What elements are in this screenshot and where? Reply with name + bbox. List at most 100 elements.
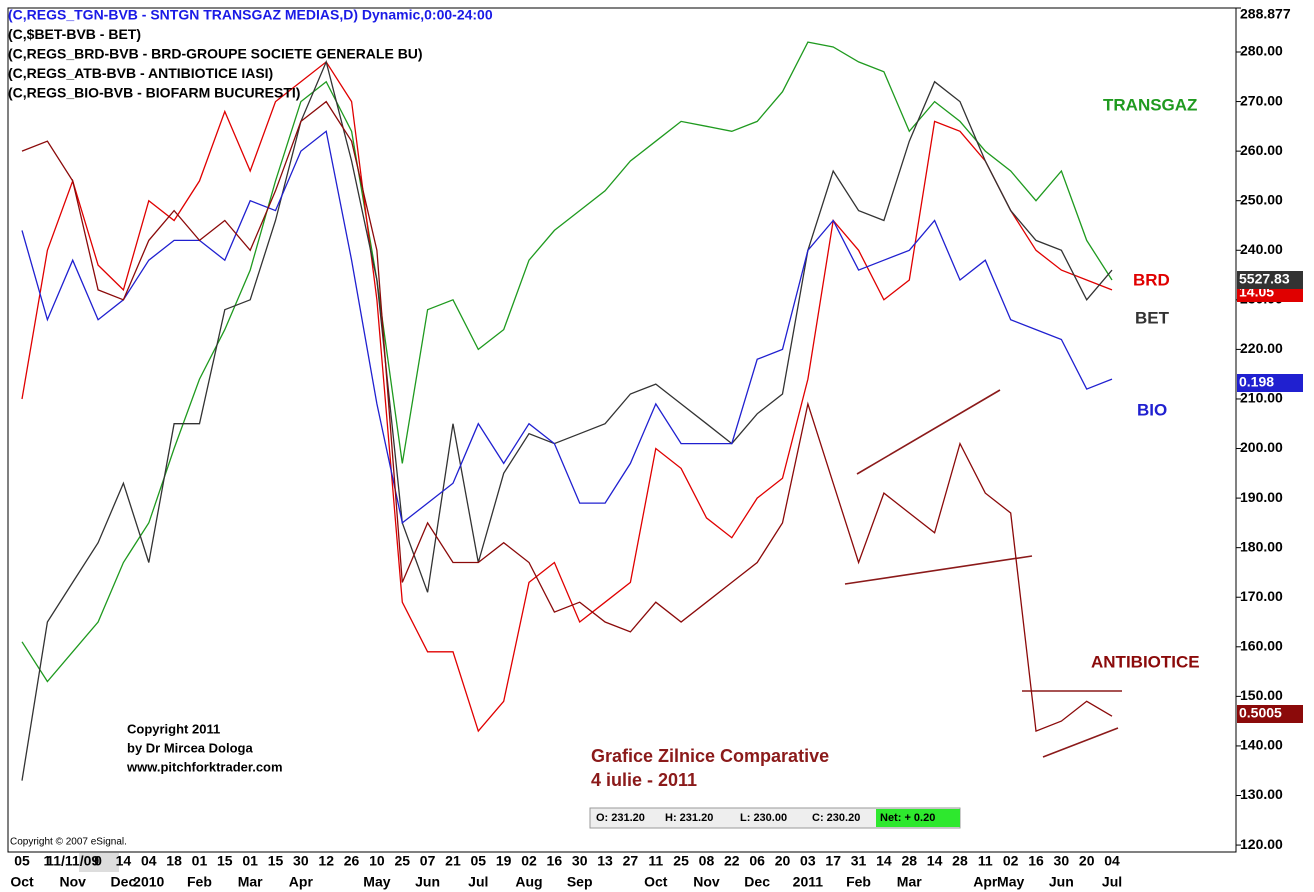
x-tick-label: 15 bbox=[217, 853, 233, 869]
y-tick-label: 288.877 bbox=[1240, 6, 1291, 22]
x-month-label: Apr bbox=[289, 874, 314, 890]
x-tick-label: 18 bbox=[166, 853, 182, 869]
x-tick-label: 30 bbox=[572, 853, 588, 869]
net-box bbox=[876, 809, 960, 827]
x-tick-label: 08 bbox=[699, 853, 715, 869]
x-tick-label: 02 bbox=[1003, 853, 1019, 869]
x-month-label: Oct bbox=[644, 874, 668, 890]
last-value-box bbox=[1237, 271, 1303, 289]
last-value-label: 0.5005 bbox=[1239, 705, 1282, 721]
legend-line: (C,REGS_ATB-BVB - ANTIBIOTICE IASI) bbox=[8, 65, 273, 81]
series-line bbox=[21, 60, 1113, 733]
series-label: BIO bbox=[1137, 400, 1167, 419]
x-tick-label: 04 bbox=[1104, 853, 1120, 869]
y-tick-label: 200.00 bbox=[1240, 439, 1283, 455]
last-value-label: 5527.83 bbox=[1239, 271, 1290, 287]
x-tick-label: 14 bbox=[116, 853, 132, 869]
quote-text: O: 231.20 bbox=[596, 812, 645, 824]
y-tick-label: 170.00 bbox=[1240, 588, 1283, 604]
chart-title: Grafice Zilnice Comparative bbox=[591, 746, 829, 766]
quote-text: C: 230.20 bbox=[812, 812, 860, 824]
x-tick-label: 06 bbox=[749, 853, 765, 869]
plot-frame bbox=[7, 7, 1237, 853]
trendlines bbox=[844, 389, 1122, 758]
y-tick-label: 260.00 bbox=[1240, 142, 1283, 158]
x-tick-label: 01 bbox=[192, 853, 208, 869]
legend-line: (C,REGS_BRD-BVB - BRD-GROUPE SOCIETE GEN… bbox=[8, 46, 423, 62]
x-month-label: 2011 bbox=[793, 874, 824, 890]
y-tick-label: 150.00 bbox=[1240, 687, 1283, 703]
x-tick-label: 03 bbox=[800, 853, 816, 869]
x-month-label: 2010 bbox=[133, 874, 164, 890]
x-month-label: Feb bbox=[187, 874, 212, 890]
x-month-label: Jun bbox=[415, 874, 440, 890]
series-label: TRANSGAZ bbox=[1103, 95, 1197, 114]
x-tick-label: 28 bbox=[952, 853, 968, 869]
series-label: ANTIBIOTICE bbox=[1091, 652, 1200, 671]
quote-text: H: 231.20 bbox=[665, 812, 713, 824]
legend-line: (C,REGS_BIO-BVB - BIOFARM BUCURESTI) bbox=[8, 85, 300, 101]
y-tick-label: 160.00 bbox=[1240, 637, 1283, 653]
quote-text: Net: + 0.20 bbox=[880, 812, 935, 824]
x-tick-label: 04 bbox=[141, 853, 157, 869]
x-month-label: May bbox=[997, 874, 1024, 890]
x-tick-label: 30 bbox=[293, 853, 309, 869]
x-tick-label: 11 bbox=[648, 853, 663, 869]
x-tick-label: 25 bbox=[673, 853, 689, 869]
x-tick-label: 02 bbox=[521, 853, 537, 869]
x-tick-label: 10 bbox=[369, 853, 385, 869]
x-month-label: Nov bbox=[59, 874, 86, 890]
x-tick-label: 26 bbox=[344, 853, 360, 869]
x-tick-label: 21 bbox=[445, 853, 461, 869]
x-tick-label: 16 bbox=[1028, 853, 1044, 869]
x-tick-label: 13 bbox=[597, 853, 613, 869]
series-line bbox=[21, 100, 1113, 733]
x-month-label: Dec bbox=[744, 874, 770, 890]
x-month-label: Oct bbox=[10, 874, 34, 890]
x-month-label: Mar bbox=[238, 874, 263, 890]
x-tick-label: 11 bbox=[978, 853, 993, 869]
x-month-label: Mar bbox=[897, 874, 922, 890]
y-tick-label: 210.00 bbox=[1240, 390, 1283, 406]
x-tick-label: 1 bbox=[43, 853, 51, 869]
x-month-label: Jul bbox=[1102, 874, 1122, 890]
x-month-label: Jun bbox=[1049, 874, 1074, 890]
x-tick-label: 17 bbox=[825, 853, 841, 869]
x-tick-label: 05 bbox=[14, 853, 30, 869]
copyright-text: www.pitchforktrader.com bbox=[126, 759, 283, 774]
x-month-label: Dec bbox=[111, 874, 137, 890]
x-month-label: May bbox=[363, 874, 390, 890]
chart-title: 4 iulie - 2011 bbox=[591, 770, 697, 790]
legend-line: (C,$BET-BVB - BET) bbox=[8, 26, 141, 42]
last-value-label: 0.198 bbox=[1239, 374, 1274, 390]
x-month-label: Sep bbox=[567, 874, 593, 890]
last-value-box bbox=[1237, 705, 1303, 723]
x-tick-label: 05 bbox=[471, 853, 487, 869]
source-text: Copyright © 2007 eSignal. bbox=[10, 837, 127, 848]
series-line bbox=[21, 59, 1113, 781]
x-tick-label: 22 bbox=[724, 853, 740, 869]
trendline bbox=[844, 555, 1033, 585]
y-tick-label: 280.00 bbox=[1240, 43, 1283, 59]
series-label: BET bbox=[1135, 308, 1170, 327]
x-tick-label: 27 bbox=[623, 853, 639, 869]
trendline bbox=[856, 389, 1001, 475]
x-tick-label: 01 bbox=[242, 853, 258, 869]
copyright-text: by Dr Mircea Dologa bbox=[127, 740, 253, 755]
x-tick-label: 12 bbox=[318, 853, 334, 869]
x-month-label: Nov bbox=[693, 874, 720, 890]
y-tick-label: 130.00 bbox=[1240, 786, 1283, 802]
x-month-label: Aug bbox=[515, 874, 542, 890]
x-tick-label: 16 bbox=[547, 853, 563, 869]
x-tick-label: 14 bbox=[876, 853, 892, 869]
x-tick-label: 07 bbox=[420, 853, 436, 869]
y-tick-label: 180.00 bbox=[1240, 538, 1283, 554]
series-line bbox=[21, 130, 1113, 525]
x-tick-label: 14 bbox=[927, 853, 943, 869]
x-tick-label: 19 bbox=[496, 853, 512, 869]
x-month-label: Jul bbox=[468, 874, 488, 890]
y-tick-label: 120.00 bbox=[1240, 836, 1283, 852]
x-tick-label: 11/11/09 bbox=[46, 853, 99, 869]
legend-line: (C,REGS_TGN-BVB - SNTGN TRANSGAZ MEDIAS,… bbox=[8, 7, 493, 23]
